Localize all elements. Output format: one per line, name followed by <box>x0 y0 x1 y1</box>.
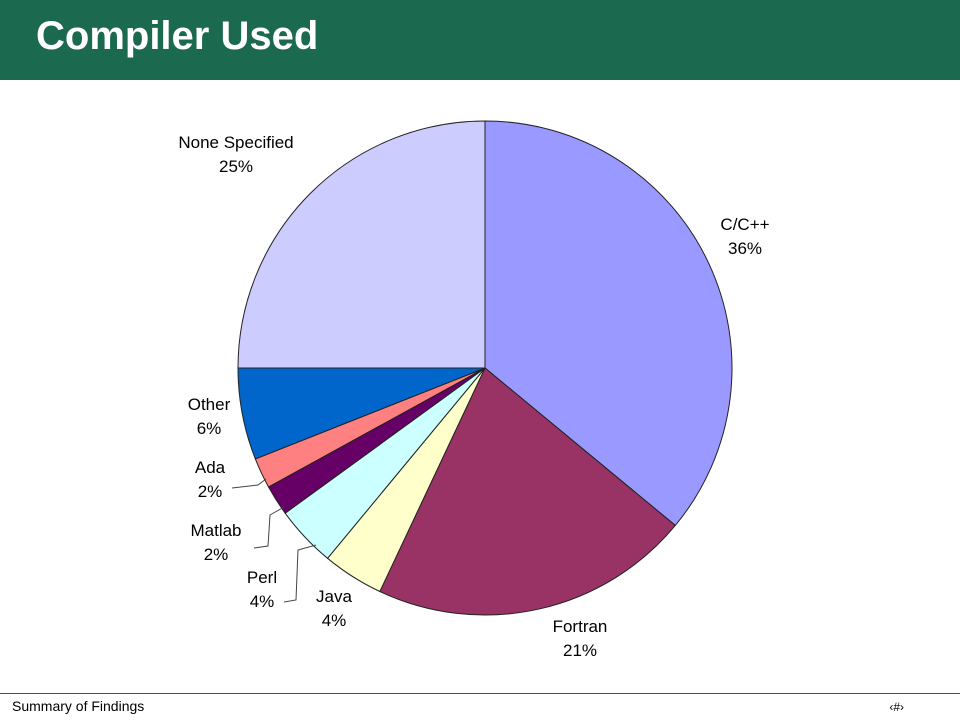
leader-line-matlab <box>253 506 285 549</box>
page-number: ‹#› <box>889 700 904 714</box>
slice-label-perl: Perl <box>247 568 277 587</box>
footer-divider <box>0 693 960 694</box>
slice-percent-matlab: 2% <box>204 545 229 564</box>
slice-label-c-c-: C/C++ <box>720 215 769 234</box>
leader-line-perl <box>283 544 317 603</box>
pie-slice-none-specified <box>237 120 486 369</box>
slice-percent-ada: 2% <box>198 482 223 501</box>
slice-label-java: Java <box>316 587 352 606</box>
slice-label-matlab: Matlab <box>190 521 241 540</box>
title-bar: Compiler Used <box>0 0 960 80</box>
slice-label-none-specified: None Specified <box>178 133 293 152</box>
slice-percent-c-c-: 36% <box>728 239 762 258</box>
pie-slice-fortran <box>379 367 677 616</box>
slide-title: Compiler Used <box>36 14 319 58</box>
leader-line-ada <box>231 478 267 489</box>
slice-label-ada: Ada <box>195 458 226 477</box>
slice-label-fortran: Fortran <box>553 617 608 636</box>
slice-label-other: Other <box>188 395 231 414</box>
pie-chart-svg: C/C++ 36% Fortran 21% Java 4% Perl 4% Matlab 2% Ad… <box>178 120 770 660</box>
slice-percent-other: 6% <box>197 419 222 438</box>
pie-slice-c-c- <box>484 120 733 527</box>
footer-label: Summary of Findings <box>12 698 145 714</box>
slice-percent-java: 4% <box>322 611 347 630</box>
slice-percent-fortran: 21% <box>563 641 597 660</box>
pie-chart: C/C++ 36% Fortran 21% Java 4% Perl 4% Matlab 2% Ad… <box>0 80 960 688</box>
slice-percent-perl: 4% <box>250 592 275 611</box>
slice-percent-none-specified: 25% <box>219 157 253 176</box>
